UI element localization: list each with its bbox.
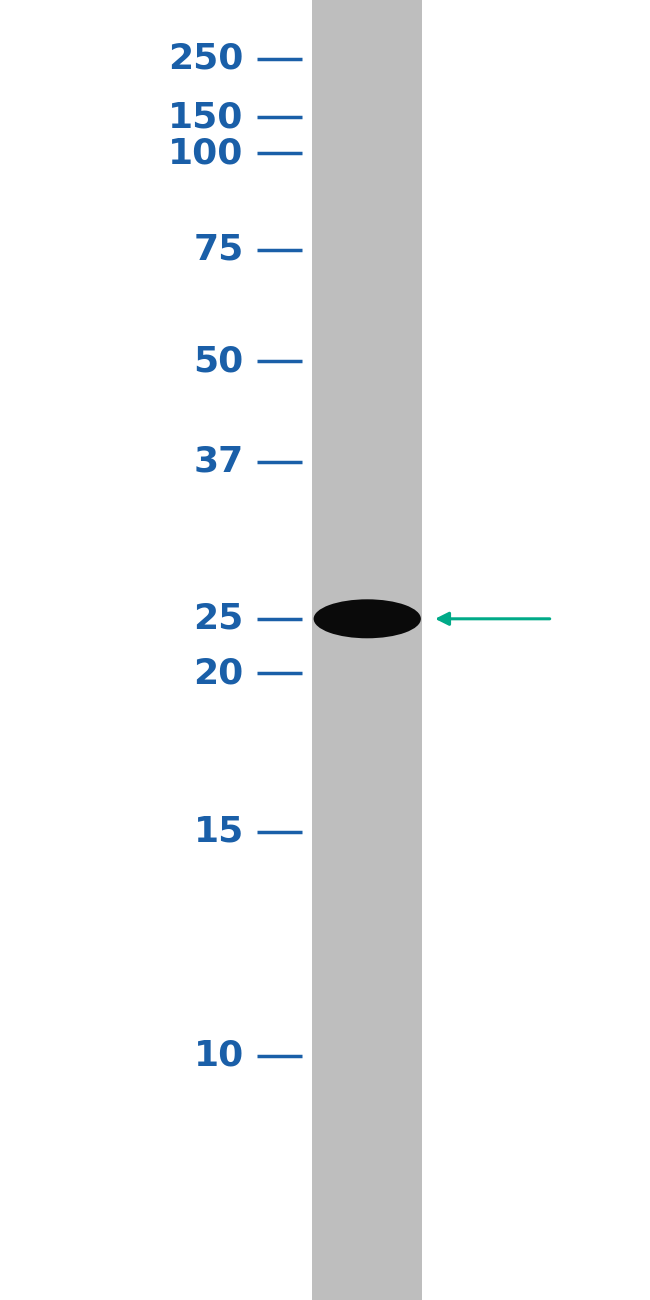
Text: 37: 37 — [194, 445, 244, 478]
Ellipse shape — [313, 599, 421, 638]
Text: 250: 250 — [168, 42, 244, 75]
Text: 25: 25 — [194, 602, 244, 636]
Text: 75: 75 — [194, 233, 244, 266]
Text: 10: 10 — [194, 1039, 244, 1072]
Text: 20: 20 — [194, 656, 244, 690]
Bar — [312, 0, 422, 1300]
Text: 100: 100 — [168, 136, 244, 170]
Text: 150: 150 — [168, 100, 244, 134]
Text: 15: 15 — [194, 815, 244, 849]
Text: 50: 50 — [194, 344, 244, 378]
